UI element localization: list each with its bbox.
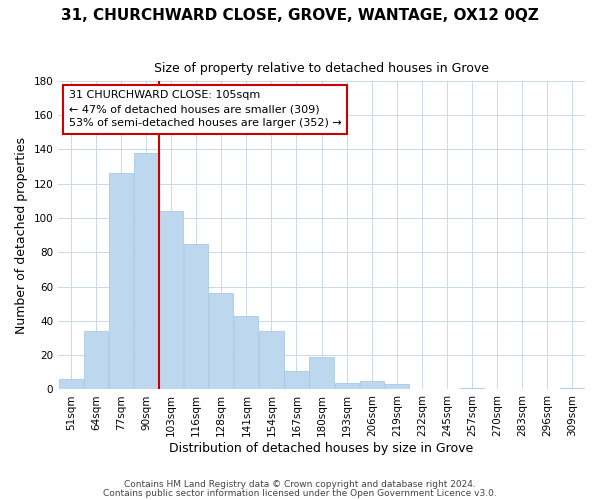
Bar xyxy=(385,384,409,390)
Bar xyxy=(560,388,584,390)
X-axis label: Distribution of detached houses by size in Grove: Distribution of detached houses by size … xyxy=(169,442,474,455)
Bar xyxy=(134,153,158,390)
Bar xyxy=(83,331,108,390)
Bar xyxy=(460,388,484,390)
Bar xyxy=(259,331,284,390)
Text: Contains public sector information licensed under the Open Government Licence v3: Contains public sector information licen… xyxy=(103,488,497,498)
Text: Contains HM Land Registry data © Crown copyright and database right 2024.: Contains HM Land Registry data © Crown c… xyxy=(124,480,476,489)
Bar xyxy=(109,174,133,390)
Bar xyxy=(159,211,183,390)
Bar xyxy=(284,370,308,390)
Bar xyxy=(59,379,83,390)
Bar xyxy=(209,294,233,390)
Title: Size of property relative to detached houses in Grove: Size of property relative to detached ho… xyxy=(154,62,489,76)
Bar xyxy=(184,244,208,390)
Y-axis label: Number of detached properties: Number of detached properties xyxy=(15,136,28,334)
Bar xyxy=(234,316,259,390)
Text: 31, CHURCHWARD CLOSE, GROVE, WANTAGE, OX12 0QZ: 31, CHURCHWARD CLOSE, GROVE, WANTAGE, OX… xyxy=(61,8,539,22)
Bar xyxy=(359,381,384,390)
Bar xyxy=(310,357,334,390)
Text: 31 CHURCHWARD CLOSE: 105sqm
← 47% of detached houses are smaller (309)
53% of se: 31 CHURCHWARD CLOSE: 105sqm ← 47% of det… xyxy=(69,90,341,128)
Bar xyxy=(335,382,359,390)
